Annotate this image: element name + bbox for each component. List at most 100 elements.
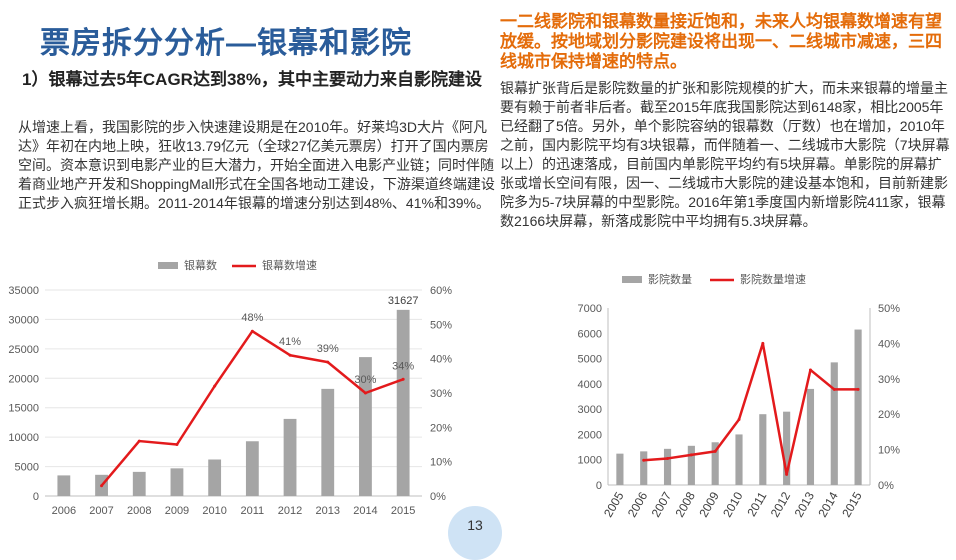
growth-point-2011: [761, 341, 765, 345]
right-body-text: 银幕扩张背后是影院数量的扩张和影院规模的扩大，而未来银幕的增量主要有赖于前者非后…: [500, 80, 950, 229]
y-left-tick-label: 25000: [8, 344, 39, 356]
y-right-tick-label: 30%: [878, 374, 900, 386]
x-tick-label: 2012: [278, 505, 302, 517]
x-tick-label: 2011: [744, 489, 769, 519]
y-right-tick-label: 10%: [878, 445, 900, 457]
x-tick-label: 2006: [52, 505, 76, 517]
bar-2012: [283, 418, 297, 496]
growth-point-2011: [250, 329, 254, 333]
y-left-tick-label: 10000: [8, 432, 39, 444]
bar-2005: [616, 453, 624, 485]
bar-2006: [57, 475, 71, 496]
slide-title: 票房拆分分析—银幕和影院: [40, 27, 412, 60]
x-tick-label: 2012: [768, 489, 794, 519]
legend-bar-label: 银幕数: [184, 258, 217, 272]
bar-2014: [830, 362, 838, 485]
legend-line-label: 影院数量增速: [740, 272, 806, 286]
bar-2012: [783, 411, 791, 485]
bar-2010: [208, 459, 222, 496]
bar-2008: [687, 445, 695, 485]
y-left-tick-label: 30000: [8, 314, 39, 326]
growth-point-2007: [666, 456, 670, 460]
x-tick-label: 2015: [839, 489, 865, 519]
growth-point-2013: [326, 360, 330, 364]
y-left-tick-label: 5000: [15, 462, 39, 474]
growth-point-2008: [137, 439, 141, 443]
legend-bar-swatch: [622, 276, 642, 283]
line-data-label: 34%: [392, 360, 414, 372]
growth-point-2010: [737, 418, 741, 422]
y-left-tick-label: 0: [33, 491, 39, 503]
x-tick-label: 2013: [792, 489, 818, 519]
growth-point-2015: [856, 387, 860, 391]
y-left-tick-label: 35000: [8, 285, 39, 297]
growth-point-2014: [363, 391, 367, 395]
y-left-tick-label: 20000: [8, 373, 39, 385]
y-left-tick-label: 3000: [578, 404, 602, 416]
x-tick-label: 2013: [316, 505, 340, 517]
x-tick-label: 2007: [89, 505, 113, 517]
growth-point-2014: [832, 387, 836, 391]
growth-point-2006: [642, 458, 646, 462]
left-heading: 1）银幕过去5年CAGR达到38%，其中主要动力来自影院建设: [22, 70, 482, 89]
y-left-tick-label: 4000: [578, 379, 602, 391]
x-tick-label: 2014: [353, 505, 377, 517]
right-highlight-text: 一二线影院和银幕数量接近饱和，未来人均银幕数增速有望放缓。按地域划分影院建设将出…: [500, 12, 942, 71]
growth-point-2012: [785, 472, 789, 476]
x-tick-label: 2009: [696, 489, 722, 519]
y-left-tick-label: 15000: [8, 403, 39, 415]
y-right-tick-label: 50%: [430, 319, 452, 331]
growth-point-2008: [689, 453, 693, 457]
bar-2015: [854, 329, 862, 485]
bar-2009: [711, 442, 719, 485]
x-tick-label: 2005: [601, 489, 627, 519]
y-right-tick-label: 0%: [878, 480, 894, 492]
y-right-tick-label: 50%: [878, 303, 900, 315]
left-body-text: 从增速上看，我国影院的步入快速建设期是在2010年。好莱坞3D大片《阿凡达》年初…: [18, 119, 495, 211]
legend-line-label: 银幕数增速: [262, 258, 317, 272]
bar-2009: [170, 468, 184, 496]
line-data-label: 48%: [241, 312, 263, 324]
x-tick-label: 2007: [649, 489, 675, 519]
page-number: 13: [467, 517, 483, 533]
growth-line: [643, 342, 859, 476]
y-right-tick-label: 40%: [878, 338, 900, 350]
bar-2011: [759, 414, 767, 485]
growth-point-2010: [213, 384, 217, 388]
y-left-tick-label: 0: [596, 480, 602, 492]
y-right-tick-label: 0%: [430, 491, 446, 503]
growth-point-2007: [100, 484, 104, 488]
y-right-tick-label: 30%: [430, 388, 452, 400]
bar-2007: [663, 448, 672, 485]
y-right-tick-label: 20%: [430, 422, 452, 434]
y-left-tick-label: 5000: [578, 354, 602, 366]
y-left-tick-label: 2000: [578, 429, 602, 441]
x-tick-label: 2008: [672, 489, 698, 519]
growth-point-2012: [288, 353, 292, 357]
bar-2006: [640, 451, 648, 485]
x-tick-label: 2010: [202, 505, 226, 517]
bar-2013: [321, 388, 335, 496]
y-left-tick-label: 6000: [578, 328, 602, 340]
cinema-count-chart: 0 1000 2000 3000 4000 5000 6000 7000 0% 10% 20% 30%…: [578, 272, 901, 520]
y-left-tick-label: 1000: [578, 455, 602, 467]
y-right-tick-label: 40%: [430, 354, 452, 366]
bar-2015: [396, 309, 410, 496]
x-tick-label: 2011: [241, 505, 265, 517]
growth-point-2015: [401, 377, 405, 381]
x-tick-label: 2006: [625, 489, 651, 519]
bar-2013: [806, 388, 815, 485]
growth-point-2009: [175, 443, 179, 446]
screen-count-chart: 0 5000 10000 15000 20000 25000 30000 35000 0% 10%…: [8, 258, 452, 517]
line-data-label: 30%: [354, 374, 376, 386]
y-right-tick-label: 60%: [430, 285, 452, 297]
bar-data-label: 31627: [388, 295, 419, 307]
bar-2008: [132, 471, 146, 496]
x-tick-label: 2015: [391, 505, 415, 517]
legend-bar-label: 影院数量: [648, 272, 692, 286]
legend-bar-swatch: [158, 262, 178, 269]
bar-2010: [735, 434, 743, 485]
line-data-label: 39%: [317, 343, 339, 355]
y-right-tick-label: 20%: [878, 409, 900, 421]
page-number-badge: [448, 506, 502, 560]
